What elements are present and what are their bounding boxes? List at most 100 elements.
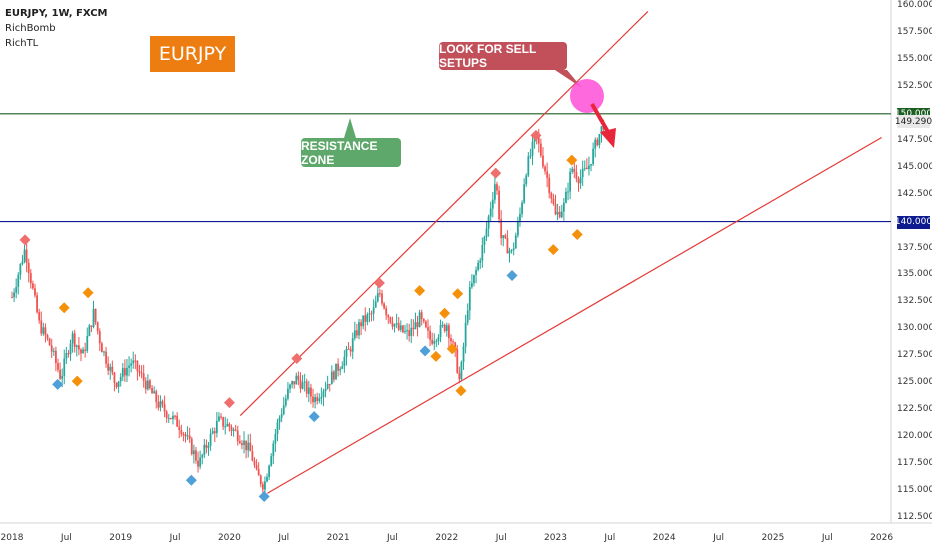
- candle-body: [46, 335, 49, 339]
- candle-body: [159, 401, 162, 408]
- candle-body: [222, 417, 225, 427]
- candle-body: [320, 396, 323, 399]
- candle-body: [247, 442, 250, 451]
- candle-body: [230, 426, 233, 431]
- candle-body: [402, 325, 404, 333]
- candle-body: [569, 171, 572, 192]
- candle-body: [414, 322, 417, 330]
- candle-body: [387, 315, 390, 318]
- upper-channel-trendline: [239, 10, 649, 417]
- signal-marker-blue: [258, 490, 270, 502]
- candle-body: [544, 166, 546, 172]
- time-tick-label: Jul: [60, 533, 72, 543]
- candle-body: [115, 382, 118, 388]
- candle-body: [169, 417, 172, 420]
- price-tick-label: 137.500: [897, 242, 932, 253]
- candle-body: [75, 345, 78, 347]
- candle-body: [330, 371, 333, 385]
- candle-body: [318, 398, 321, 401]
- candle-body: [243, 440, 245, 445]
- time-tick-label: 2020: [217, 533, 241, 543]
- candle-body: [255, 464, 258, 470]
- candle-body: [512, 248, 515, 250]
- candle-body: [199, 457, 202, 467]
- candle-body: [312, 396, 314, 403]
- candle-body: [203, 444, 206, 455]
- candle-body: [88, 325, 91, 337]
- candle-body: [220, 416, 222, 418]
- candle-body: [67, 353, 70, 355]
- candle-body: [328, 383, 331, 385]
- candle-body: [180, 429, 183, 435]
- candle-body: [190, 438, 193, 455]
- candle-body: [519, 213, 521, 222]
- candle-body: [429, 330, 431, 340]
- candle-body: [249, 442, 252, 452]
- candle-body: [136, 360, 139, 372]
- candle-body: [470, 283, 473, 288]
- candle-body: [251, 451, 254, 461]
- signal-marker-orange: [82, 287, 94, 299]
- time-tick-label: Jul: [387, 533, 398, 543]
- candle-body: [487, 216, 490, 229]
- indicator-richbomb-label[interactable]: RichBomb: [5, 23, 56, 34]
- candle-body: [565, 191, 567, 203]
- candle-body: [395, 323, 398, 325]
- candle-body: [477, 262, 480, 270]
- candle-body: [280, 414, 283, 418]
- candle-body: [264, 481, 266, 490]
- candle-body: [100, 343, 103, 353]
- candle-body: [546, 171, 549, 178]
- candle-body: [25, 249, 28, 263]
- price-tick-label: 127.500: [897, 350, 932, 361]
- candle-body: [527, 156, 530, 176]
- candle-body: [349, 349, 352, 352]
- candle-body: [422, 319, 425, 322]
- candle-body: [372, 307, 375, 314]
- time-tick-label: 2026: [870, 533, 894, 543]
- candle-body: [385, 308, 388, 316]
- candle-body: [353, 330, 356, 339]
- candle-body: [161, 401, 164, 405]
- candle-body: [149, 380, 151, 389]
- candle-body: [15, 286, 18, 293]
- time-tick-label: Jul: [495, 533, 507, 543]
- candle-body: [284, 398, 287, 406]
- candle-body: [303, 381, 306, 383]
- symbol-badge: EURJPY: [150, 36, 235, 72]
- candle-body: [447, 325, 450, 339]
- candle-body: [295, 375, 298, 385]
- candle-body: [521, 202, 523, 214]
- candle-body: [552, 198, 555, 204]
- candle-body: [462, 346, 465, 363]
- candle-body: [90, 325, 93, 327]
- candle-body: [347, 348, 350, 350]
- candle-body: [335, 363, 337, 380]
- candle-body: [468, 287, 471, 311]
- candle-body: [596, 139, 599, 146]
- candle-body: [142, 373, 145, 381]
- candle-body: [65, 353, 68, 359]
- candle-body: [17, 274, 20, 287]
- candle-body: [54, 350, 57, 364]
- candle-body: [550, 193, 553, 199]
- candle-body: [293, 381, 296, 385]
- signal-marker-orange: [446, 343, 458, 355]
- price-tick-label: 122.500: [897, 404, 932, 415]
- price-tick-label: 152.500: [897, 80, 932, 91]
- candle-body: [287, 388, 289, 399]
- candle-body: [452, 341, 454, 343]
- candle-body: [182, 434, 185, 436]
- candle-body: [592, 148, 595, 165]
- indicator-richtl-label[interactable]: RichTL: [5, 38, 39, 49]
- candle-body: [144, 380, 147, 390]
- candle-body: [138, 371, 141, 373]
- candle-body: [473, 274, 475, 284]
- candle-body: [600, 126, 603, 134]
- candle-body: [153, 391, 156, 394]
- candle-body: [174, 415, 176, 417]
- candle-body: [399, 325, 402, 330]
- candle-body: [119, 376, 122, 382]
- candle-body: [63, 358, 66, 376]
